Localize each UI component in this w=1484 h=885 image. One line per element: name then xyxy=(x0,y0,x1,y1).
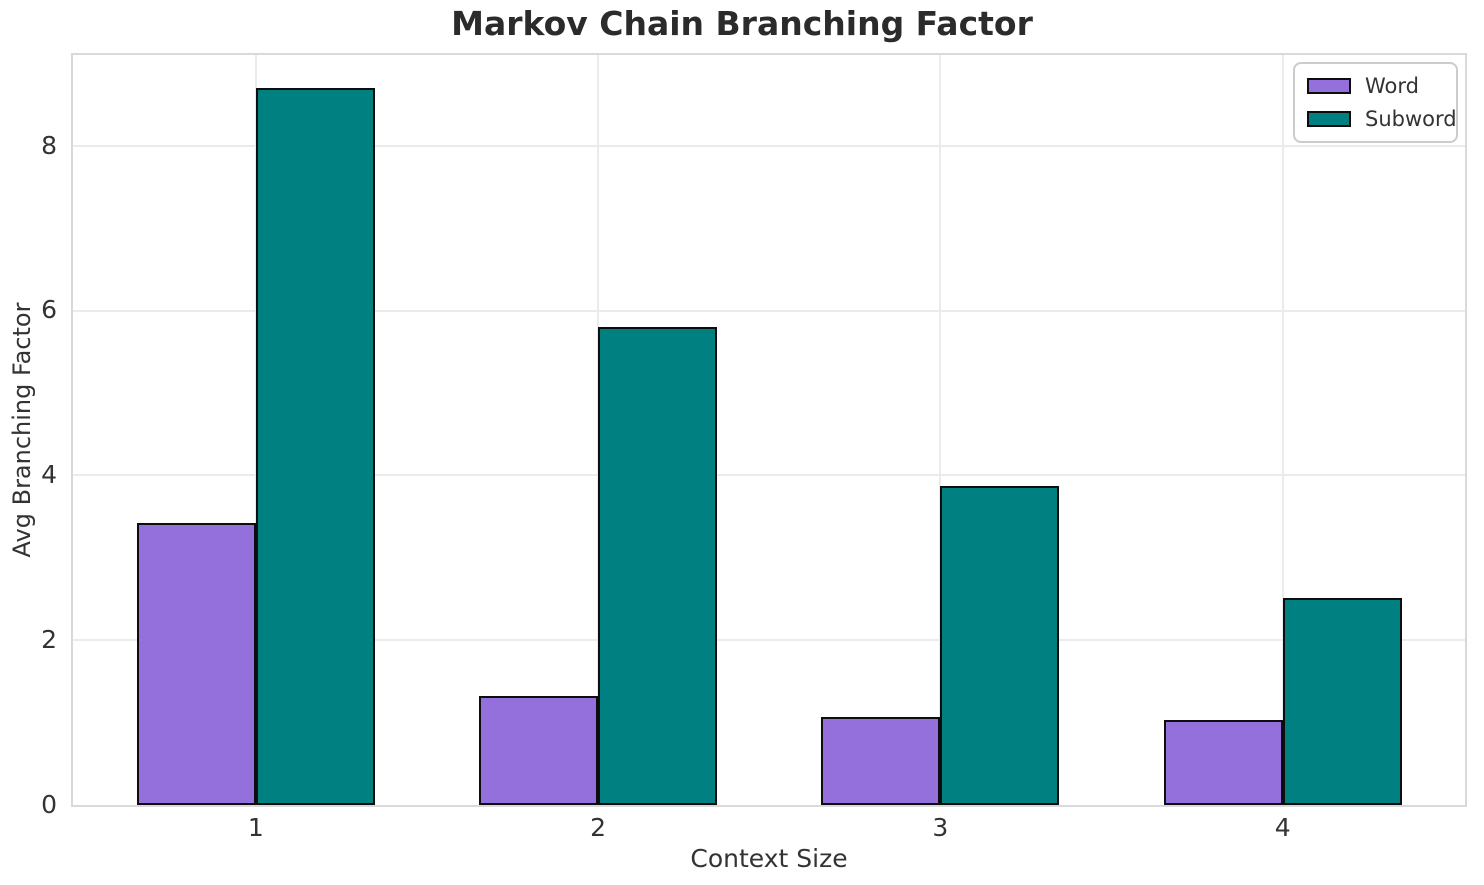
chart-title: Markov Chain Branching Factor xyxy=(451,4,1033,43)
y-tick-label-4: 4 xyxy=(41,460,57,490)
gridline-x-3 xyxy=(939,55,942,805)
x-tick-label-1: 1 xyxy=(247,813,264,842)
plot-area xyxy=(71,53,1467,807)
bar-word-context-3 xyxy=(821,716,941,805)
bar-subword-context-1 xyxy=(255,87,375,805)
legend-item-word: Word xyxy=(1307,74,1444,98)
legend: Word Subword xyxy=(1293,62,1458,143)
bar-word-context-4 xyxy=(1163,720,1283,805)
bar-subword-context-2 xyxy=(598,326,718,805)
legend-label-word: Word xyxy=(1365,74,1419,98)
gridline-y-8 xyxy=(73,144,1465,147)
legend-swatch-subword xyxy=(1307,111,1351,127)
y-tick-label-0: 0 xyxy=(41,790,57,819)
bar-word-context-2 xyxy=(479,696,599,805)
x-tick-label-2: 2 xyxy=(590,813,606,842)
legend-label-subword: Subword xyxy=(1365,107,1457,131)
x-tick-label-3: 3 xyxy=(932,813,949,842)
bar-word-context-1 xyxy=(136,523,256,805)
legend-swatch-word xyxy=(1307,78,1351,94)
gridline-y-6 xyxy=(73,309,1465,312)
gridline-y-4 xyxy=(73,474,1465,477)
bar-subword-context-3 xyxy=(940,486,1060,805)
x-tick-label-4: 4 xyxy=(1274,813,1291,842)
gridline-x-4 xyxy=(1281,55,1284,805)
y-tick-label-2: 2 xyxy=(41,625,57,655)
bar-subword-context-4 xyxy=(1282,598,1402,805)
legend-item-subword: Subword xyxy=(1307,107,1457,131)
y-axis-label: Avg Branching Factor xyxy=(8,302,36,558)
y-tick-label-6: 6 xyxy=(41,295,57,325)
x-axis-label: Context Size xyxy=(690,844,848,873)
y-tick-label-8: 8 xyxy=(41,130,57,160)
gridline-y-2 xyxy=(73,639,1465,642)
